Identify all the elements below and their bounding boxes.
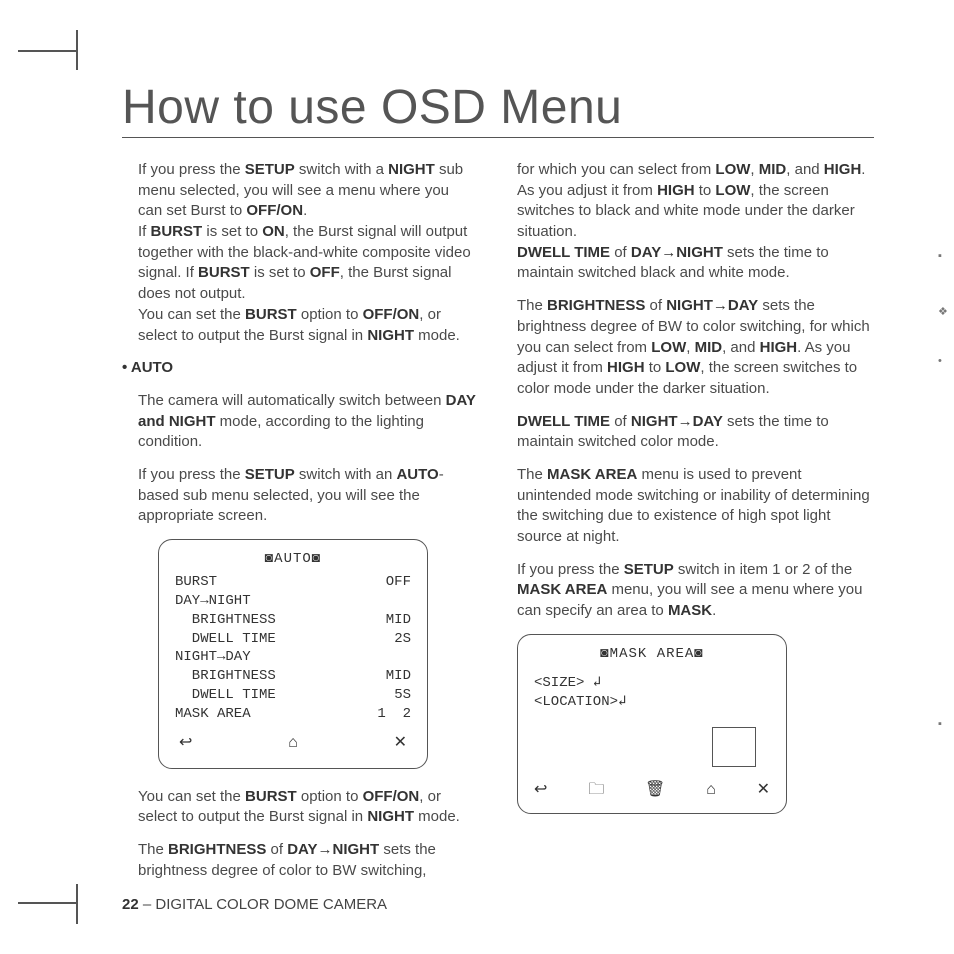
osd-row: BURSTOFF: [175, 573, 411, 592]
osd-title: ◙MASK AREA◙: [534, 645, 770, 664]
osd-title: ◙AUTO◙: [175, 550, 411, 569]
paragraph: The camera will automatically switch bet…: [138, 391, 477, 453]
paragraph: DWELL TIME of NIGHT→DAY sets the time to…: [517, 412, 872, 453]
paragraph: If you press the SETUP switch with an AU…: [138, 465, 477, 527]
osd-row: DWELL TIME5S: [175, 686, 411, 705]
paragraph: If you press the SETUP switch in item 1 …: [517, 560, 872, 622]
osd-auto-menu: ◙AUTO◙ BURSTOFF DAY→NIGHT BRIGHTNESSMID …: [158, 539, 428, 769]
home-icon: ⌂: [288, 732, 298, 754]
auto-heading: AUTO: [122, 358, 477, 379]
edge-mark: ▪: [938, 250, 948, 260]
page-title: How to use OSD Menu: [122, 80, 874, 138]
two-column-layout: If you press the SETUP switch with a NIG…: [122, 160, 874, 916]
home-icon: ⌂: [706, 779, 716, 801]
footer-text: – DIGITAL COLOR DOME CAMERA: [139, 896, 387, 913]
paragraph: The MASK AREA menu is used to prevent un…: [517, 465, 872, 548]
back-icon: ↩: [534, 779, 547, 801]
paragraph: If you press the SETUP switch with a NIG…: [138, 160, 477, 346]
osd-icon-row: ↩ ⌂ ✕: [175, 732, 411, 754]
osd-row: NIGHT→DAY: [175, 648, 411, 667]
osd-icon-row: ↩ 🗀 🗑 ⌂ ✕: [534, 779, 770, 801]
osd-mask-menu: ◙MASK AREA◙ <SIZE> ↲ <LOCATION>↲ ↩ 🗀 🗑 ⌂…: [517, 634, 787, 814]
osd-row: DWELL TIME2S: [175, 630, 411, 649]
page-number: 22: [122, 896, 139, 913]
edge-mark: ▪: [938, 718, 948, 728]
edge-mark: •: [938, 355, 948, 365]
crop-mark: [18, 902, 76, 904]
close-icon: ✕: [394, 732, 407, 754]
osd-row: <LOCATION>↲: [534, 693, 770, 712]
paragraph: The BRIGHTNESS of DAY→NIGHT sets the bri…: [138, 840, 477, 881]
save-icon: 🗀: [588, 779, 604, 801]
osd-row: <SIZE> ↲: [534, 674, 770, 693]
crop-mark: [18, 50, 76, 52]
left-column: If you press the SETUP switch with a NIG…: [122, 160, 477, 916]
mask-preview-box: [712, 727, 756, 767]
right-column: for which you can select from LOW, MID, …: [517, 160, 872, 916]
osd-row: MASK AREA1 2: [175, 705, 411, 724]
crop-mark: [76, 884, 78, 924]
osd-row: BRIGHTNESSMID: [175, 611, 411, 630]
page-content: How to use OSD Menu If you press the SET…: [122, 80, 874, 916]
back-icon: ↩: [179, 732, 192, 754]
trash-icon: 🗑: [645, 779, 665, 801]
crop-mark: [76, 30, 78, 70]
osd-row: DAY→NIGHT: [175, 592, 411, 611]
paragraph: You can set the BURST option to OFF/ON, …: [138, 787, 477, 828]
edge-mark: ❖: [938, 305, 948, 315]
page-footer: 22 – DIGITAL COLOR DOME CAMERA: [122, 895, 477, 916]
paragraph: for which you can select from LOW, MID, …: [517, 160, 872, 284]
close-icon: ✕: [757, 779, 770, 801]
paragraph: The BRIGHTNESS of NIGHT→DAY sets the bri…: [517, 296, 872, 399]
osd-row: BRIGHTNESSMID: [175, 667, 411, 686]
